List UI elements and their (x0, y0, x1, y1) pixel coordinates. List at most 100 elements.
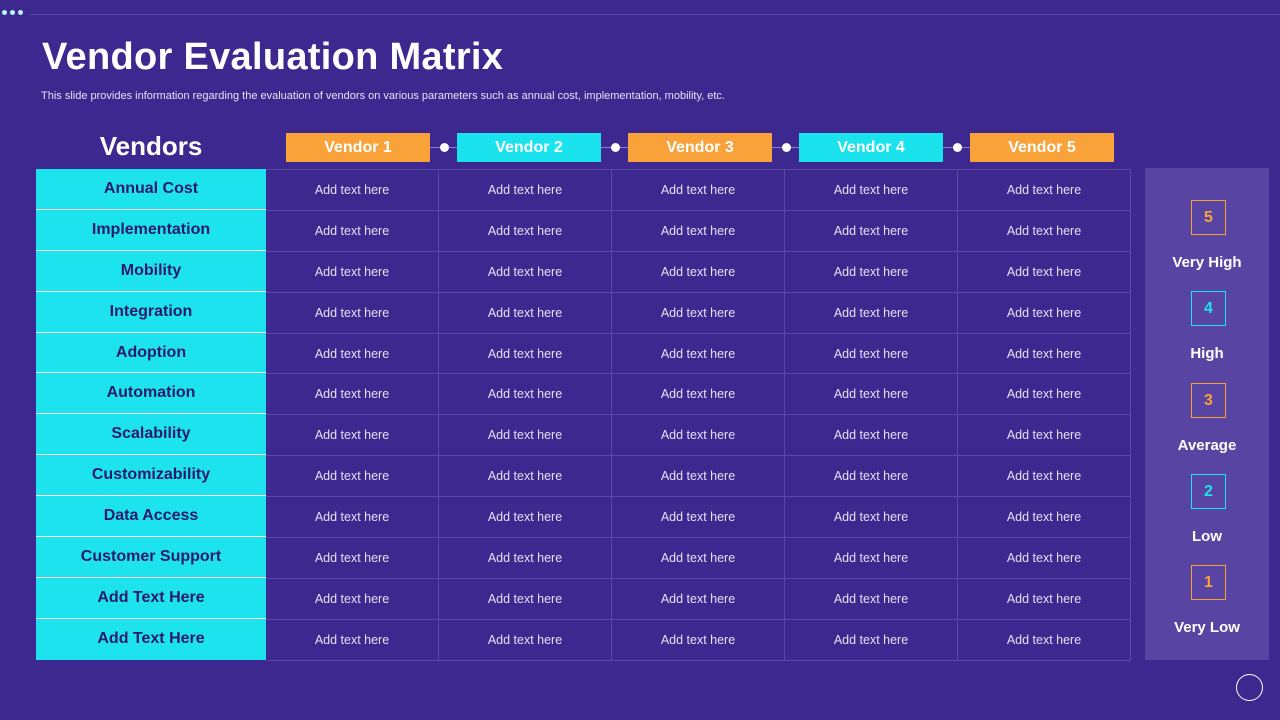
page-subtitle: This slide provides information regardin… (41, 90, 725, 102)
table-cell: Add text here (785, 538, 958, 579)
table-row: Add text here Add text here Add text her… (266, 538, 1131, 579)
table-cell: Add text here (439, 210, 612, 252)
table-cell: Add text here (612, 333, 785, 375)
evaluation-grid: Add text here Add text here Add text her… (266, 169, 1131, 661)
table-cell: Add text here (958, 415, 1131, 457)
table-cell: Add text here (612, 415, 785, 457)
table-cell: Add text here (958, 497, 1131, 539)
vendor-connector-dot (611, 143, 620, 152)
table-cell: Add text here (612, 619, 785, 661)
table-cell: Add text here (612, 292, 785, 334)
criteria-label: Add Text Here (97, 630, 205, 648)
page-title: Vendor Evaluation Matrix (42, 36, 504, 78)
table-cell: Add text here (266, 374, 439, 416)
slide-dots-icon (2, 10, 23, 15)
table-cell: Add text here (785, 619, 958, 661)
criteria-label: Mobility (36, 251, 266, 292)
rating-box-5: 5 (1191, 200, 1226, 235)
table-cell: Add text here (958, 578, 1131, 620)
table-cell: Add text here (785, 210, 958, 252)
vendor-connector-dot (782, 143, 791, 152)
table-cell: Add text here (266, 415, 439, 457)
table-cell: Add text here (439, 251, 612, 293)
table-cell: Add text here (439, 292, 612, 334)
table-cell: Add text here (612, 456, 785, 498)
table-cell: Add text here (785, 333, 958, 375)
vendor-header-3: Vendor 3 (628, 133, 772, 162)
vendor-connector-dot (440, 143, 449, 152)
table-cell: Add text here (439, 619, 612, 661)
vendor-header-1: Vendor 1 (286, 133, 430, 162)
criteria-label: Scalability (36, 414, 266, 456)
table-row: Add text here Add text here Add text her… (266, 210, 1131, 252)
table-cell: Add text here (958, 333, 1131, 375)
top-divider (30, 14, 1280, 15)
vendors-heading: Vendors (99, 131, 203, 161)
rating-box-4: 4 (1191, 291, 1226, 326)
criteria-label: Integration (36, 292, 266, 333)
table-row: Add text here Add text here Add text her… (266, 497, 1131, 539)
table-row: Add text here Add text here Add text her… (266, 251, 1131, 293)
rating-label-low: Low (1192, 528, 1222, 545)
rating-legend: 5 Very High 4 High 3 Average 2 Low 1 Ver… (1145, 168, 1269, 660)
table-cell: Add text here (612, 578, 785, 620)
table-cell: Add text here (958, 374, 1131, 416)
nav-circle-icon[interactable] (1236, 674, 1263, 701)
table-cell: Add text here (266, 538, 439, 579)
table-cell: Add text here (612, 497, 785, 539)
table-row: Add text here Add text here Add text her… (266, 578, 1131, 620)
table-cell: Add text here (266, 210, 439, 252)
rating-label-average: Average (1177, 437, 1237, 454)
table-row: Add text here Add text here Add text her… (266, 292, 1131, 334)
table-cell: Add text here (266, 456, 439, 498)
table-cell: Add text here (439, 170, 612, 211)
table-cell: Add text here (612, 170, 785, 211)
table-cell: Add text here (785, 415, 958, 457)
table-cell: Add text here (785, 456, 958, 498)
vendor-connector-dot (953, 143, 962, 152)
rating-box-1: 1 (1191, 565, 1226, 600)
table-cell: Add text here (958, 538, 1131, 579)
table-cell: Add text here (439, 415, 612, 457)
criteria-label: Adoption (36, 333, 266, 374)
table-row: Add text here Add text here Add text her… (266, 415, 1131, 457)
table-cell: Add text here (439, 497, 612, 539)
criteria-label: Automation (36, 373, 266, 415)
table-cell: Add text here (785, 497, 958, 539)
vendor-header-5: Vendor 5 (970, 133, 1114, 162)
table-cell: Add text here (612, 251, 785, 293)
rating-box-3: 3 (1191, 383, 1226, 418)
table-cell: Add text here (266, 170, 439, 211)
table-cell: Add text here (439, 456, 612, 498)
table-cell: Add text here (439, 374, 612, 416)
table-cell: Add text here (785, 170, 958, 211)
table-row: Add text here Add text here Add text her… (266, 619, 1131, 661)
vendor-header-4: Vendor 4 (799, 133, 943, 162)
criteria-label: Annual Cost (36, 169, 266, 210)
table-cell: Add text here (612, 538, 785, 579)
table-cell: Add text here (958, 210, 1131, 252)
table-cell: Add text here (785, 578, 958, 620)
table-cell: Add text here (785, 292, 958, 334)
table-cell: Add text here (612, 210, 785, 252)
table-cell: Add text here (958, 292, 1131, 334)
vendor-header-2: Vendor 2 (457, 133, 601, 162)
table-cell: Add text here (266, 497, 439, 539)
table-cell: Add text here (958, 456, 1131, 498)
criteria-column: Annual Cost Implementation Mobility Inte… (36, 169, 266, 660)
table-cell: Add text here (439, 333, 612, 375)
table-cell: Add text here (612, 374, 785, 416)
criteria-label: Customizability (36, 455, 266, 497)
table-cell: Add text here (266, 333, 439, 375)
criteria-label: Implementation (36, 210, 266, 251)
table-row: Add text here Add text here Add text her… (266, 170, 1131, 211)
criteria-label: Add Text Here (36, 578, 266, 619)
table-cell: Add text here (958, 251, 1131, 293)
rating-box-2: 2 (1191, 474, 1226, 509)
criteria-label: Customer Support (36, 537, 266, 578)
table-cell: Add text here (785, 374, 958, 416)
table-cell: Add text here (439, 578, 612, 620)
table-cell: Add text here (439, 538, 612, 579)
rating-label-very-low: Very Low (1174, 619, 1240, 636)
table-cell: Add text here (266, 578, 439, 620)
